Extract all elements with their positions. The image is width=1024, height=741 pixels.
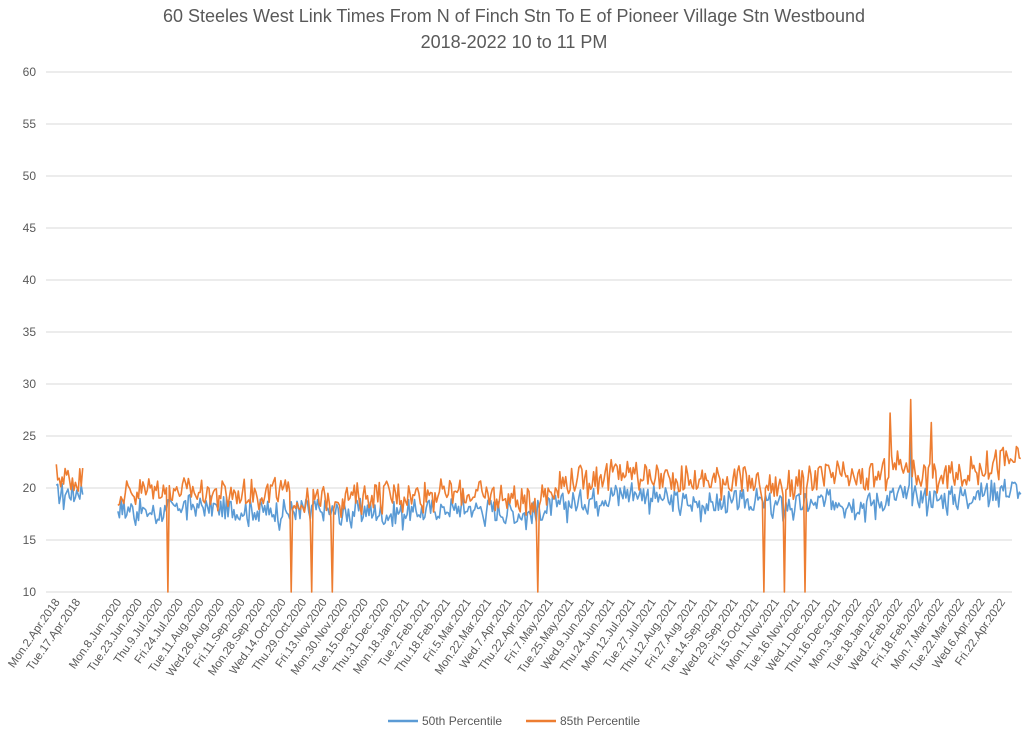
series-line-50th-percentile-segment-0 (55, 480, 84, 511)
legend-label-85th-percentile: 85th Percentile (560, 714, 640, 728)
y-tick-label: 45 (23, 221, 37, 235)
series-line-85th-percentile-segment-0 (55, 464, 84, 492)
chart-title: 60 Steeles West Link Times From N of Fin… (163, 6, 865, 26)
x-axis-tick-labels: Mon.2.Apr.2018Tue.17.Apr.2018Mon.8.Jun.2… (6, 597, 1008, 679)
chart-subtitle: 2018-2022 10 to 11 PM (421, 32, 608, 52)
series-line-85th-percentile-segment-1 (117, 398, 1022, 593)
y-tick-label: 25 (23, 429, 37, 443)
legend: 50th Percentile 85th Percentile (388, 714, 640, 728)
series-line-50th-percentile-segment-1 (117, 426, 1022, 531)
y-tick-label: 20 (23, 481, 37, 495)
y-tick-label: 60 (23, 65, 37, 79)
y-tick-label: 35 (23, 325, 37, 339)
y-tick-label: 30 (23, 377, 37, 391)
series-lines (55, 398, 1022, 593)
y-tick-label: 50 (23, 169, 37, 183)
y-tick-label: 55 (23, 117, 37, 131)
y-tick-label: 40 (23, 273, 37, 287)
y-tick-label: 10 (23, 585, 37, 599)
y-axis-tick-labels: 10 15 20 25 30 35 40 45 50 55 60 (23, 65, 37, 599)
y-tick-label: 15 (23, 533, 37, 547)
legend-label-50th-percentile: 50th Percentile (422, 714, 502, 728)
gridlines (46, 71, 1012, 593)
